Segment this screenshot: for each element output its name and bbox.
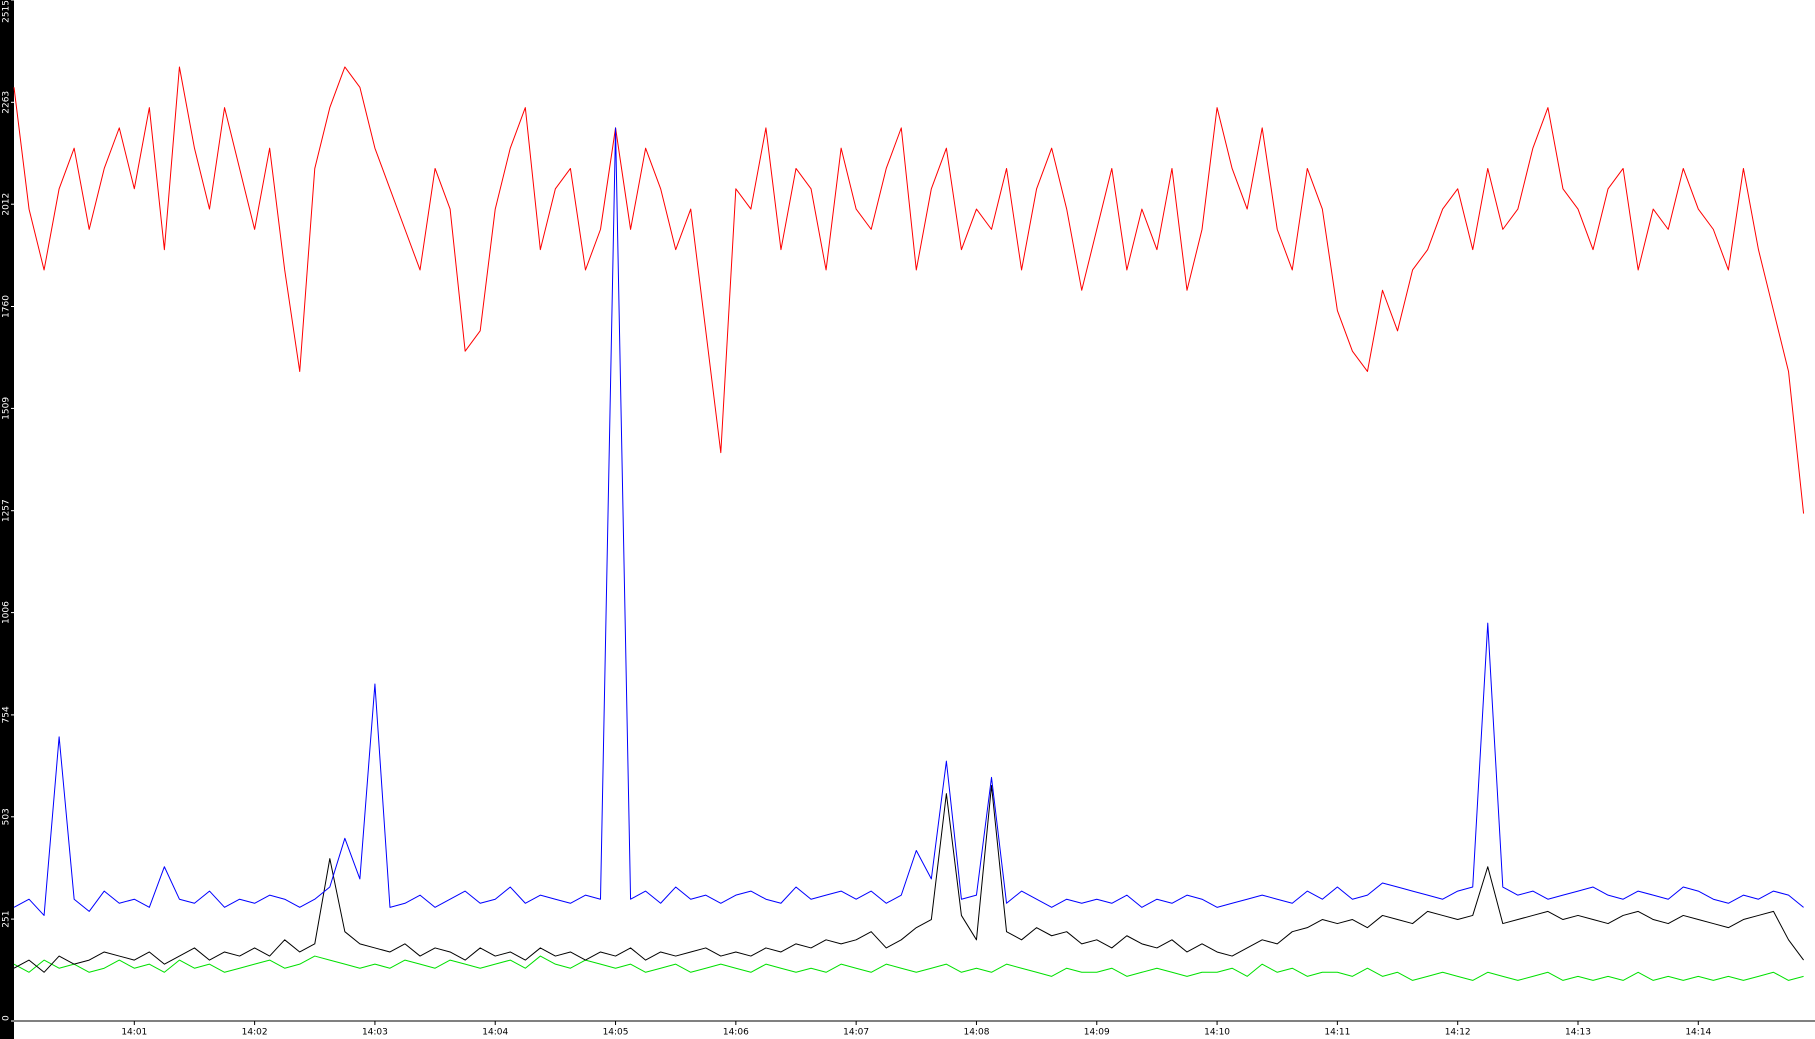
- x-tick-label: 14:12: [1445, 1028, 1471, 1038]
- x-tick-label: 14:03: [362, 1028, 388, 1038]
- series-line: [13, 955, 1804, 981]
- y-tick-label: 1006: [2, 601, 12, 624]
- series-line: [13, 127, 1804, 916]
- x-tick-label: 14:07: [843, 1028, 869, 1038]
- y-tick-label: 0: [2, 1015, 12, 1021]
- x-tick-label: 14:02: [242, 1028, 268, 1038]
- x-tick-label: 14:13: [1565, 1028, 1591, 1038]
- x-tick-label: 14:01: [121, 1028, 147, 1038]
- y-tick-label: 503: [2, 808, 12, 825]
- y-tick-label: 1509: [2, 397, 12, 420]
- series-line: [13, 785, 1804, 973]
- x-tick-label: 14:11: [1324, 1028, 1350, 1038]
- y-tick-label: 2263: [2, 91, 12, 114]
- x-tick-label: 14:05: [603, 1028, 629, 1038]
- x-tick-label: 14:10: [1204, 1028, 1230, 1038]
- x-tick-label: 14:14: [1685, 1028, 1711, 1038]
- y-tick-label: 1760: [2, 295, 12, 318]
- y-axis-strip: [0, 0, 14, 1039]
- y-tick-label: 754: [2, 706, 12, 723]
- y-tick-label: 251: [2, 911, 12, 928]
- x-tick-label: 14:09: [1084, 1028, 1110, 1038]
- x-tick-label: 14:06: [723, 1028, 749, 1038]
- x-tick-label: 14:08: [963, 1028, 989, 1038]
- series-line: [13, 66, 1805, 514]
- y-tick-label: 2012: [2, 193, 12, 216]
- y-tick-label: 1257: [2, 499, 12, 522]
- x-tick-label: 14:04: [482, 1028, 508, 1038]
- y-tick-label: 2515: [2, 0, 12, 23]
